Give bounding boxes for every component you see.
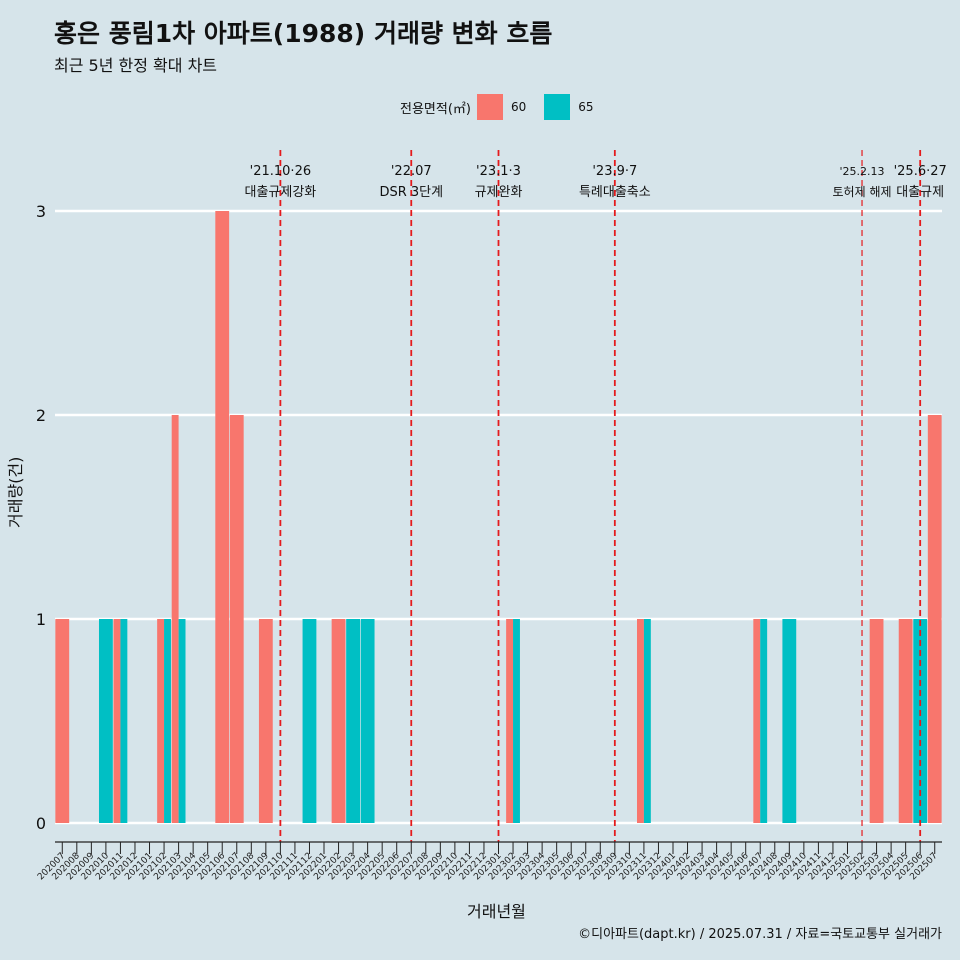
bar — [229, 415, 244, 823]
bar — [506, 619, 514, 823]
bar — [782, 619, 797, 823]
bar — [513, 619, 520, 823]
y-axis-label: 거래량(건) — [6, 456, 25, 528]
y-tick-label: 0 — [36, 814, 46, 833]
bar — [753, 619, 761, 823]
bar — [360, 619, 375, 823]
event-date-label: '21.10·26 — [250, 164, 311, 179]
bar — [157, 619, 165, 823]
legend-label-60: 60 — [510, 100, 527, 114]
bar — [302, 619, 317, 823]
event-label: DSR 3단계 — [379, 185, 443, 200]
legend-swatch-65 — [544, 94, 571, 120]
chart-title: 홍은 풍림1차 아파트(1988) 거래량 변화 흐름 — [54, 19, 553, 48]
event-date-label: '23.1·3 — [476, 164, 521, 179]
bar — [113, 619, 121, 823]
chart-subtitle: 최근 5년 한정 확대 차트 — [54, 56, 218, 75]
bar — [55, 619, 70, 823]
bar — [760, 619, 768, 823]
x-axis-label: 거래년월 — [467, 902, 526, 921]
bar — [120, 619, 128, 823]
bar — [164, 619, 171, 823]
bar — [331, 619, 346, 823]
bar — [215, 211, 230, 823]
bar — [178, 619, 186, 823]
event-label: 토허제 해제 — [833, 185, 892, 199]
legend-swatch-60 — [476, 94, 503, 120]
bar — [171, 415, 179, 823]
legend-label-65: 65 — [578, 100, 594, 114]
source-caption: ©디아파트(dapt.kr) / 2025.07.31 / 자료=국토교통부 실… — [578, 927, 942, 942]
bar — [927, 415, 942, 823]
bar — [637, 619, 644, 823]
event-label: 특례대출축소 — [579, 185, 651, 200]
event-label: 대출규제 — [896, 185, 944, 200]
y-tick-label: 3 — [36, 202, 46, 221]
legend: 전용면적(㎡) 60 65 — [400, 92, 594, 122]
bar — [898, 619, 913, 823]
event-date-label: '23.9·7 — [592, 164, 637, 179]
legend-title: 전용면적(㎡) — [400, 101, 471, 117]
event-date-label: '25.6·27 — [894, 164, 947, 179]
event-date-label: '22.07 — [391, 164, 432, 179]
y-tick-label: 2 — [36, 406, 46, 425]
y-tick-label: 1 — [36, 610, 46, 629]
bar — [98, 619, 113, 823]
event-date-label: '25.2.13 — [840, 165, 885, 178]
bar — [643, 619, 651, 823]
bar — [346, 619, 360, 823]
bar — [869, 619, 884, 823]
event-label: 규제완화 — [475, 185, 523, 200]
bar — [258, 619, 273, 823]
event-label: 대출규제강화 — [245, 185, 317, 200]
